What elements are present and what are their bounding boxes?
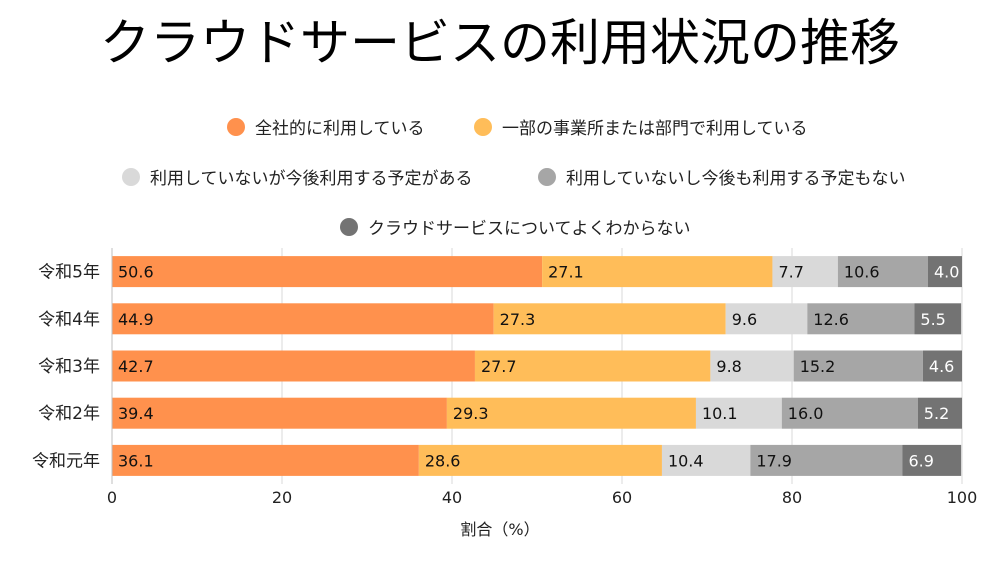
legend-swatch: [538, 167, 556, 186]
bar-segment: [418, 444, 662, 476]
data-label: 50.6: [118, 263, 154, 282]
bar-segment: [793, 350, 923, 382]
x-tick-label: 80: [782, 488, 802, 507]
bar-segment: [112, 444, 419, 476]
legend-item-all-company: 全社的に利用している: [227, 114, 425, 139]
legend-swatch: [474, 117, 492, 136]
x-tick-label: 0: [107, 488, 117, 507]
bar-segment: [928, 256, 962, 288]
data-label: 5.5: [920, 310, 945, 329]
data-label: 17.9: [756, 451, 792, 470]
data-label: 9.8: [716, 357, 741, 376]
legend-label: 全社的に利用している: [255, 119, 425, 139]
bar-segment: [112, 350, 475, 382]
data-label: 6.9: [909, 451, 934, 470]
data-label: 28.6: [425, 451, 461, 470]
data-label: 16.0: [788, 404, 824, 423]
bar-segment: [772, 256, 838, 288]
chart-title: クラウドサービスの利用状況の推移: [100, 14, 900, 72]
data-label: 27.3: [500, 310, 536, 329]
legend-item-planned: 利用していないが今後利用する予定がある: [122, 164, 473, 189]
y-category-label: 令和5年: [38, 263, 100, 283]
data-label: 27.1: [548, 263, 584, 282]
legend-item-partial: 一部の事業所または部門で利用している: [474, 114, 808, 139]
data-label: 29.3: [453, 404, 489, 423]
bar-segment: [914, 303, 962, 335]
data-label: 36.1: [118, 451, 154, 470]
data-label: 5.2: [924, 404, 949, 423]
x-tick-label: 20: [272, 488, 292, 507]
data-label: 10.6: [844, 263, 880, 282]
bar-segment: [710, 350, 794, 382]
data-label: 7.7: [778, 263, 803, 282]
bar-segment: [781, 397, 918, 429]
legend-swatch: [122, 167, 140, 186]
bar-segment: [446, 397, 696, 429]
x-tick-label: 100: [947, 488, 978, 507]
bar-segment: [542, 256, 773, 288]
data-label: 10.1: [702, 404, 738, 423]
bar-segment: [750, 444, 903, 476]
data-label: 27.7: [481, 357, 517, 376]
bar-segment: [474, 350, 711, 382]
data-label: 4.6: [929, 357, 954, 376]
legend-item-no-plan: 利用していないし今後も利用する予定もない: [538, 164, 906, 189]
x-axis-label: 割合（%）: [460, 520, 540, 539]
data-label: 44.9: [118, 310, 154, 329]
data-label: 12.6: [813, 310, 849, 329]
data-label: 39.4: [118, 404, 154, 423]
bar-segment: [695, 397, 782, 429]
data-label: 4.0: [934, 263, 959, 282]
legend-label: 利用していないし今後も利用する予定もない: [566, 169, 906, 189]
y-category-label: 令和4年: [38, 310, 100, 330]
bar-segment: [112, 256, 543, 288]
legend-label: クラウドサービスについてよくわからない: [368, 219, 691, 239]
bar-segment: [917, 397, 962, 429]
x-tick-label: 40: [442, 488, 462, 507]
bar-segment: [661, 444, 751, 476]
bar-segment: [807, 303, 915, 335]
data-label: 15.2: [800, 357, 836, 376]
legend-swatch: [227, 117, 245, 136]
bar-segment: [112, 397, 447, 429]
y-category-label: 令和3年: [38, 357, 100, 377]
legend-swatch: [340, 217, 358, 236]
bar-segment: [902, 444, 962, 476]
data-label: 10.4: [668, 451, 704, 470]
legend-item-unknown: クラウドサービスについてよくわからない: [340, 214, 691, 239]
bar-segment: [725, 303, 808, 335]
legend-label: 利用していないが今後利用する予定がある: [150, 169, 473, 189]
data-label: 42.7: [118, 357, 154, 376]
y-category-label: 令和2年: [38, 404, 100, 424]
bar-segment: [493, 303, 726, 335]
bar-segment: [837, 256, 928, 288]
legend-label: 一部の事業所または部門で利用している: [502, 119, 808, 139]
data-label: 9.6: [732, 310, 757, 329]
bar-segment: [922, 350, 962, 382]
x-tick-label: 60: [612, 488, 632, 507]
bar-segment: [112, 303, 494, 335]
legend: 全社的に利用している 一部の事業所または部門で利用している 利用していないが今後…: [0, 0, 1000, 240]
y-category-label: 令和元年: [32, 451, 100, 471]
